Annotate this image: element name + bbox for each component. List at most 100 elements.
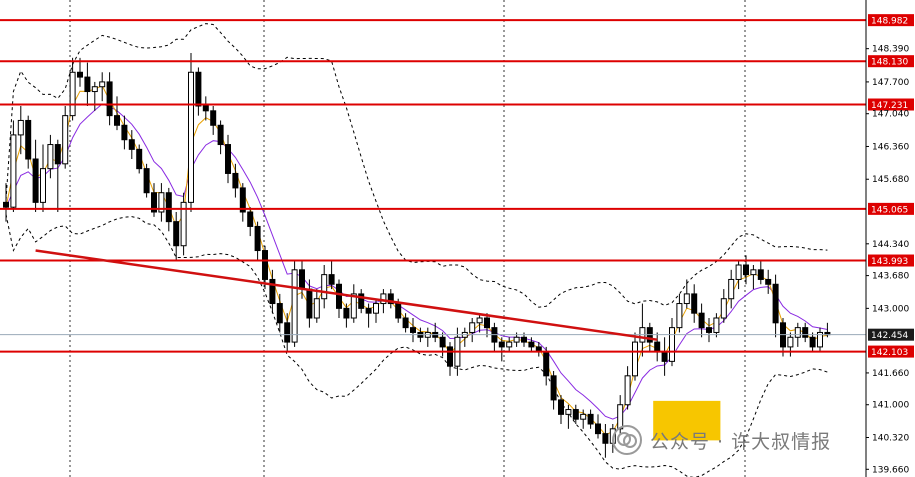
candle (802, 322, 809, 343)
candle-body (750, 269, 757, 276)
candle (91, 81, 98, 111)
candle (765, 269, 772, 294)
candle-body (232, 172, 239, 189)
candle (128, 130, 135, 159)
candle-body (269, 278, 276, 305)
candle-body (262, 250, 268, 280)
candle-body (3, 201, 9, 208)
candle-body (254, 225, 261, 252)
candle-body (683, 293, 690, 305)
candle-body (469, 322, 476, 333)
level-label-bg (868, 202, 914, 215)
price-tick-label: 141.660 (872, 369, 909, 379)
candle (809, 332, 816, 352)
candle-body (247, 211, 254, 227)
candle-body (114, 115, 120, 126)
candle (336, 279, 342, 318)
candle (291, 260, 298, 347)
candle-body (817, 331, 823, 348)
candle-body (284, 322, 291, 343)
candle-body (765, 278, 772, 285)
candle-body (691, 293, 698, 314)
candle-body (77, 71, 83, 78)
candle (239, 183, 246, 222)
candle (728, 269, 735, 309)
candle (410, 318, 416, 343)
candle (121, 115, 128, 150)
candle (757, 260, 764, 285)
candle-body (735, 264, 742, 280)
level-label-bg (868, 254, 914, 267)
candle-body (106, 81, 113, 117)
price-tick-label: 143.680 (872, 272, 909, 282)
candle-body (202, 105, 209, 112)
candle-body (624, 375, 631, 406)
candle (484, 313, 490, 338)
candle (47, 134, 54, 179)
candle (595, 414, 601, 439)
moving-averages (5, 84, 828, 436)
level-label: 143.993 (871, 257, 908, 267)
candle (469, 318, 476, 343)
level-label: 145.065 (871, 205, 908, 215)
highlight-box (653, 400, 721, 441)
candle (328, 260, 335, 290)
candle (151, 183, 157, 217)
candle (276, 293, 283, 333)
price-axis: 148.982 148.130 147.231 145.065 143.993 142.1… (865, 0, 914, 477)
candle (602, 424, 609, 458)
highlight-zone (653, 400, 721, 441)
candle-body (47, 144, 54, 170)
candle-body (350, 293, 357, 319)
candle-body (299, 269, 305, 290)
candle (365, 303, 372, 328)
candle (358, 289, 365, 314)
candle-body (543, 351, 550, 377)
candle (565, 404, 572, 429)
watermark: 公众号 · 许大叔情报 (612, 422, 831, 458)
candle-body (572, 409, 579, 420)
candle (373, 298, 379, 323)
ma-slow-line (5, 103, 828, 420)
candle (476, 313, 483, 333)
horizontal-levels (0, 19, 866, 353)
candle (284, 313, 291, 352)
candle-body (373, 303, 379, 314)
price-tick-label: 144.340 (872, 240, 909, 250)
candle-body (602, 433, 609, 444)
candle-body (447, 346, 453, 367)
candle-body (506, 341, 513, 348)
candle-body (476, 317, 483, 324)
level-label: 142.103 (871, 348, 908, 358)
level-label: 148.982 (871, 17, 908, 27)
trendline (35, 249, 658, 341)
candle-body (676, 303, 683, 329)
price-tick-label: 147.040 (872, 110, 909, 120)
candle-body (291, 269, 298, 343)
candle (254, 221, 261, 261)
candle-body (313, 298, 320, 319)
candle-body (410, 327, 416, 333)
price-tick-label: 141.000 (872, 401, 909, 411)
candle (402, 313, 409, 333)
candle (713, 313, 720, 338)
candle (698, 303, 705, 338)
candle (321, 265, 328, 309)
candle-body (387, 293, 394, 305)
candle (313, 289, 320, 323)
candle-body (91, 86, 98, 93)
candle-body (217, 124, 224, 146)
price-tick-label: 147.700 (872, 78, 909, 88)
candle-body (720, 298, 727, 319)
candle-body (728, 278, 735, 300)
candle-body (802, 327, 809, 338)
candle-body (395, 303, 402, 319)
candle (262, 245, 268, 290)
candle-body (225, 144, 231, 174)
candle (269, 269, 276, 314)
candle-body (513, 336, 520, 343)
candle-body (121, 124, 128, 141)
candle (447, 342, 453, 376)
level-label-bg (868, 98, 914, 111)
